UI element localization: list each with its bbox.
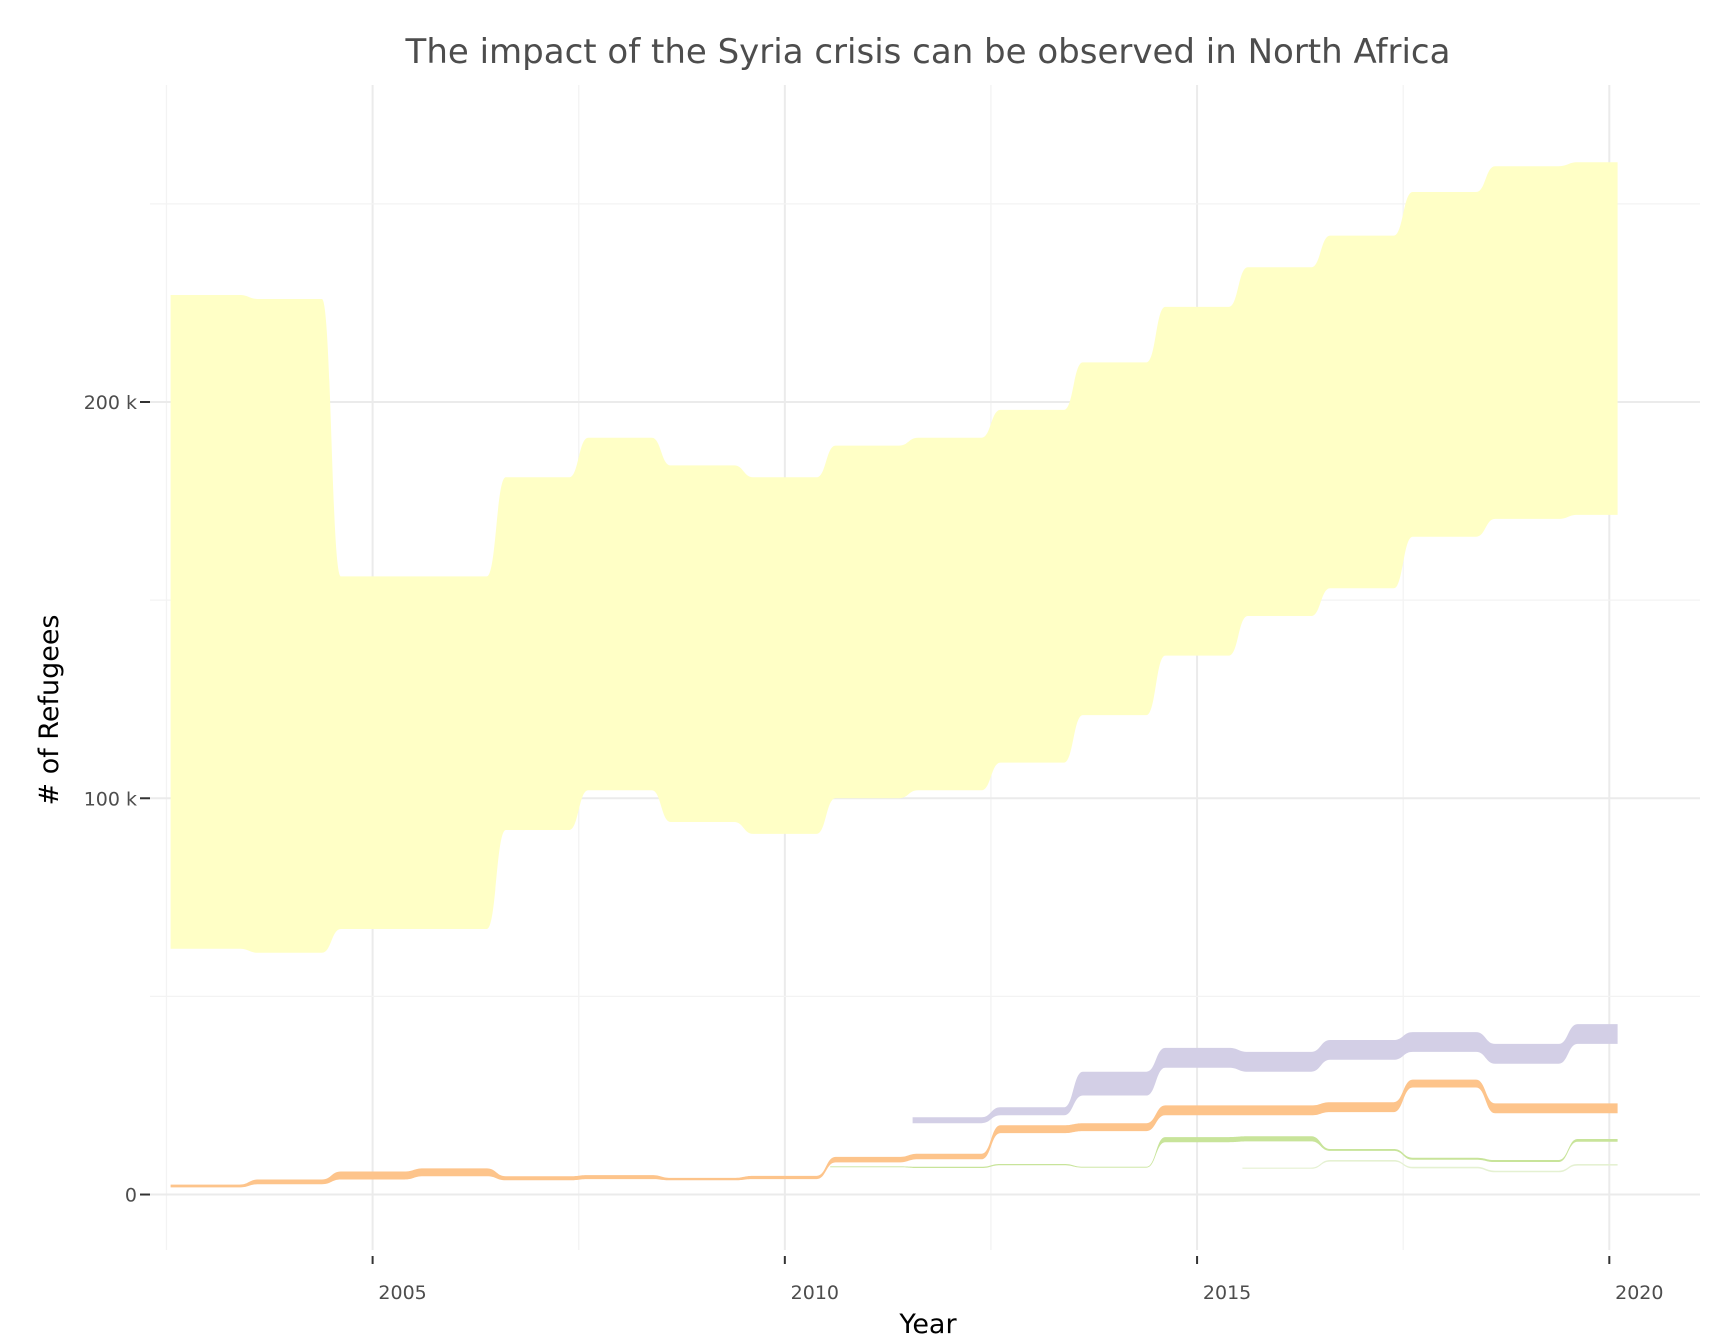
- y-axis-label: # of Refugees: [34, 614, 65, 805]
- x-axis-label: Year: [898, 1309, 957, 1340]
- stream-area-2: [912, 1024, 1618, 1124]
- x-tick-label: 2020: [1615, 1282, 1663, 1304]
- y-tick-label: 100 k: [84, 788, 137, 810]
- x-tick-label: 2015: [1203, 1282, 1251, 1304]
- stream-areas: [170, 162, 1618, 1188]
- axes: 2005 2010 2015 2020 0 100 k 200 k: [84, 392, 1664, 1304]
- stream-area-3: [170, 1079, 1618, 1188]
- stream-area-1: [170, 162, 1618, 953]
- x-tick-label: 2005: [378, 1282, 426, 1304]
- chart-title: The impact of the Syria crisis can be ob…: [405, 32, 1451, 72]
- x-tick-label: 2010: [791, 1282, 839, 1304]
- stream-area-5: [1242, 1160, 1618, 1173]
- y-tick-label: 0: [125, 1185, 137, 1207]
- y-tick-label: 200 k: [84, 392, 137, 414]
